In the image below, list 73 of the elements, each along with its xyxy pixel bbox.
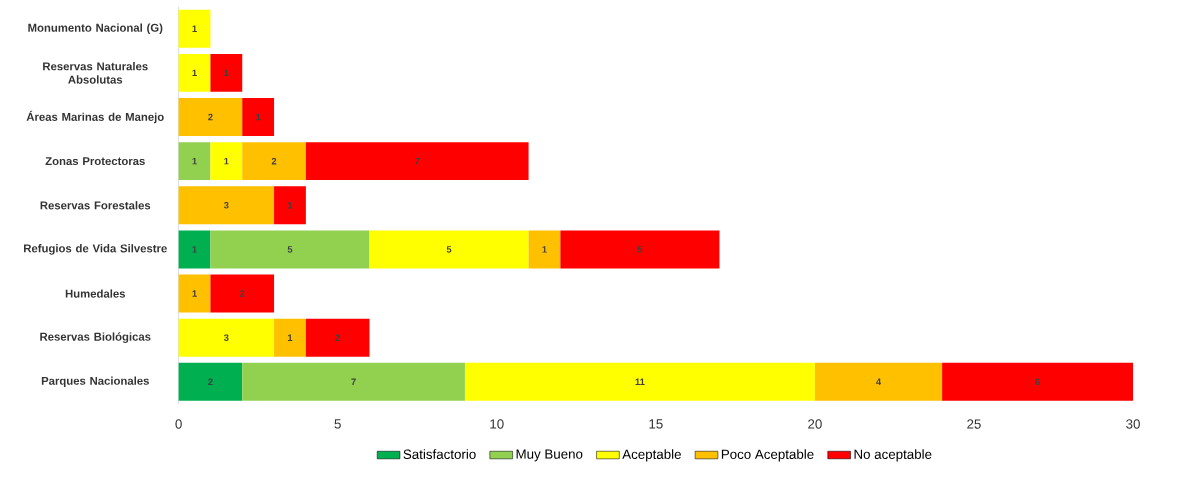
bar	[178, 230, 211, 269]
x-tick-label: 15	[649, 419, 663, 429]
bar	[178, 318, 275, 357]
bar	[560, 230, 720, 269]
y-tick-label: Reservas Forestales	[40, 201, 151, 210]
bar	[178, 10, 211, 48]
data-label: 1	[192, 69, 197, 77]
data-label: 3	[223, 334, 229, 342]
bar	[178, 363, 243, 402]
legend-label: Poco Aceptable	[721, 449, 814, 462]
data-label: 2	[335, 334, 340, 342]
x-tick-label: 25	[967, 419, 981, 429]
bar	[305, 318, 370, 357]
data-label: 1	[224, 69, 229, 77]
x-tick-label: 20	[808, 419, 822, 429]
data-label: 2	[208, 114, 213, 121]
data-label: 6	[1035, 378, 1040, 386]
bar	[274, 186, 306, 225]
y-tick-label: Monumento Nacional (G)	[28, 23, 163, 35]
data-label: 1	[192, 158, 197, 165]
bar	[210, 230, 370, 269]
data-label: 11	[635, 378, 645, 386]
x-tick-label: 10	[490, 419, 504, 429]
bar	[210, 274, 275, 313]
data-label: 7	[351, 378, 356, 386]
data-label: 1	[256, 114, 261, 121]
bar	[242, 142, 306, 181]
bar	[274, 318, 306, 357]
data-label: 1	[192, 246, 197, 253]
data-label: 2	[208, 378, 213, 386]
legend-label: Satisfactorio	[403, 449, 476, 460]
y-tick-label: Humedales	[65, 289, 126, 298]
legend-label: Muy Bueno	[516, 449, 583, 462]
data-label: 1	[192, 290, 197, 297]
data-label: 5	[287, 246, 293, 253]
data-label: 1	[192, 25, 197, 33]
y-tick-label: Reservas Naturales Absolutas	[43, 62, 148, 84]
x-tick-label: 0	[175, 419, 182, 429]
bar	[178, 274, 211, 313]
y-tick-label: Zonas Protectoras	[45, 157, 145, 166]
y-tick-label: Áreas Marinas de Manejo	[26, 111, 164, 124]
data-label: 4	[876, 378, 882, 386]
bar	[369, 230, 529, 269]
bar	[178, 54, 211, 93]
bar	[942, 363, 1134, 402]
bar	[178, 142, 211, 181]
data-label: 7	[415, 158, 420, 165]
bar	[210, 142, 243, 181]
y-tick-label: Parques Nacionales	[41, 376, 149, 388]
data-label: 3	[223, 202, 229, 209]
legend-label: Aceptable	[622, 449, 681, 462]
data-label: 5	[637, 246, 643, 253]
legend-label: No aceptable	[854, 449, 932, 462]
bar	[242, 98, 275, 137]
data-label: 2	[271, 158, 277, 165]
bar	[814, 363, 943, 402]
data-label: 1	[224, 158, 229, 165]
x-tick-label: 30	[1126, 419, 1140, 429]
bar	[305, 142, 529, 181]
data-label: 2	[239, 290, 245, 298]
data-label: 1	[287, 334, 293, 342]
bar	[210, 54, 243, 93]
x-tick-label: 5	[334, 419, 341, 429]
data-label: 1	[287, 202, 293, 209]
bar	[528, 230, 561, 269]
y-tick-label: Reservas Biológicas	[40, 332, 151, 344]
bar	[178, 98, 243, 137]
bar	[178, 186, 275, 225]
y-tick-label: Refugios de Vida Silvestre	[24, 244, 167, 255]
data-label: 1	[542, 246, 547, 253]
data-label: 5	[446, 246, 452, 253]
bar	[242, 363, 465, 402]
bar	[464, 363, 815, 402]
